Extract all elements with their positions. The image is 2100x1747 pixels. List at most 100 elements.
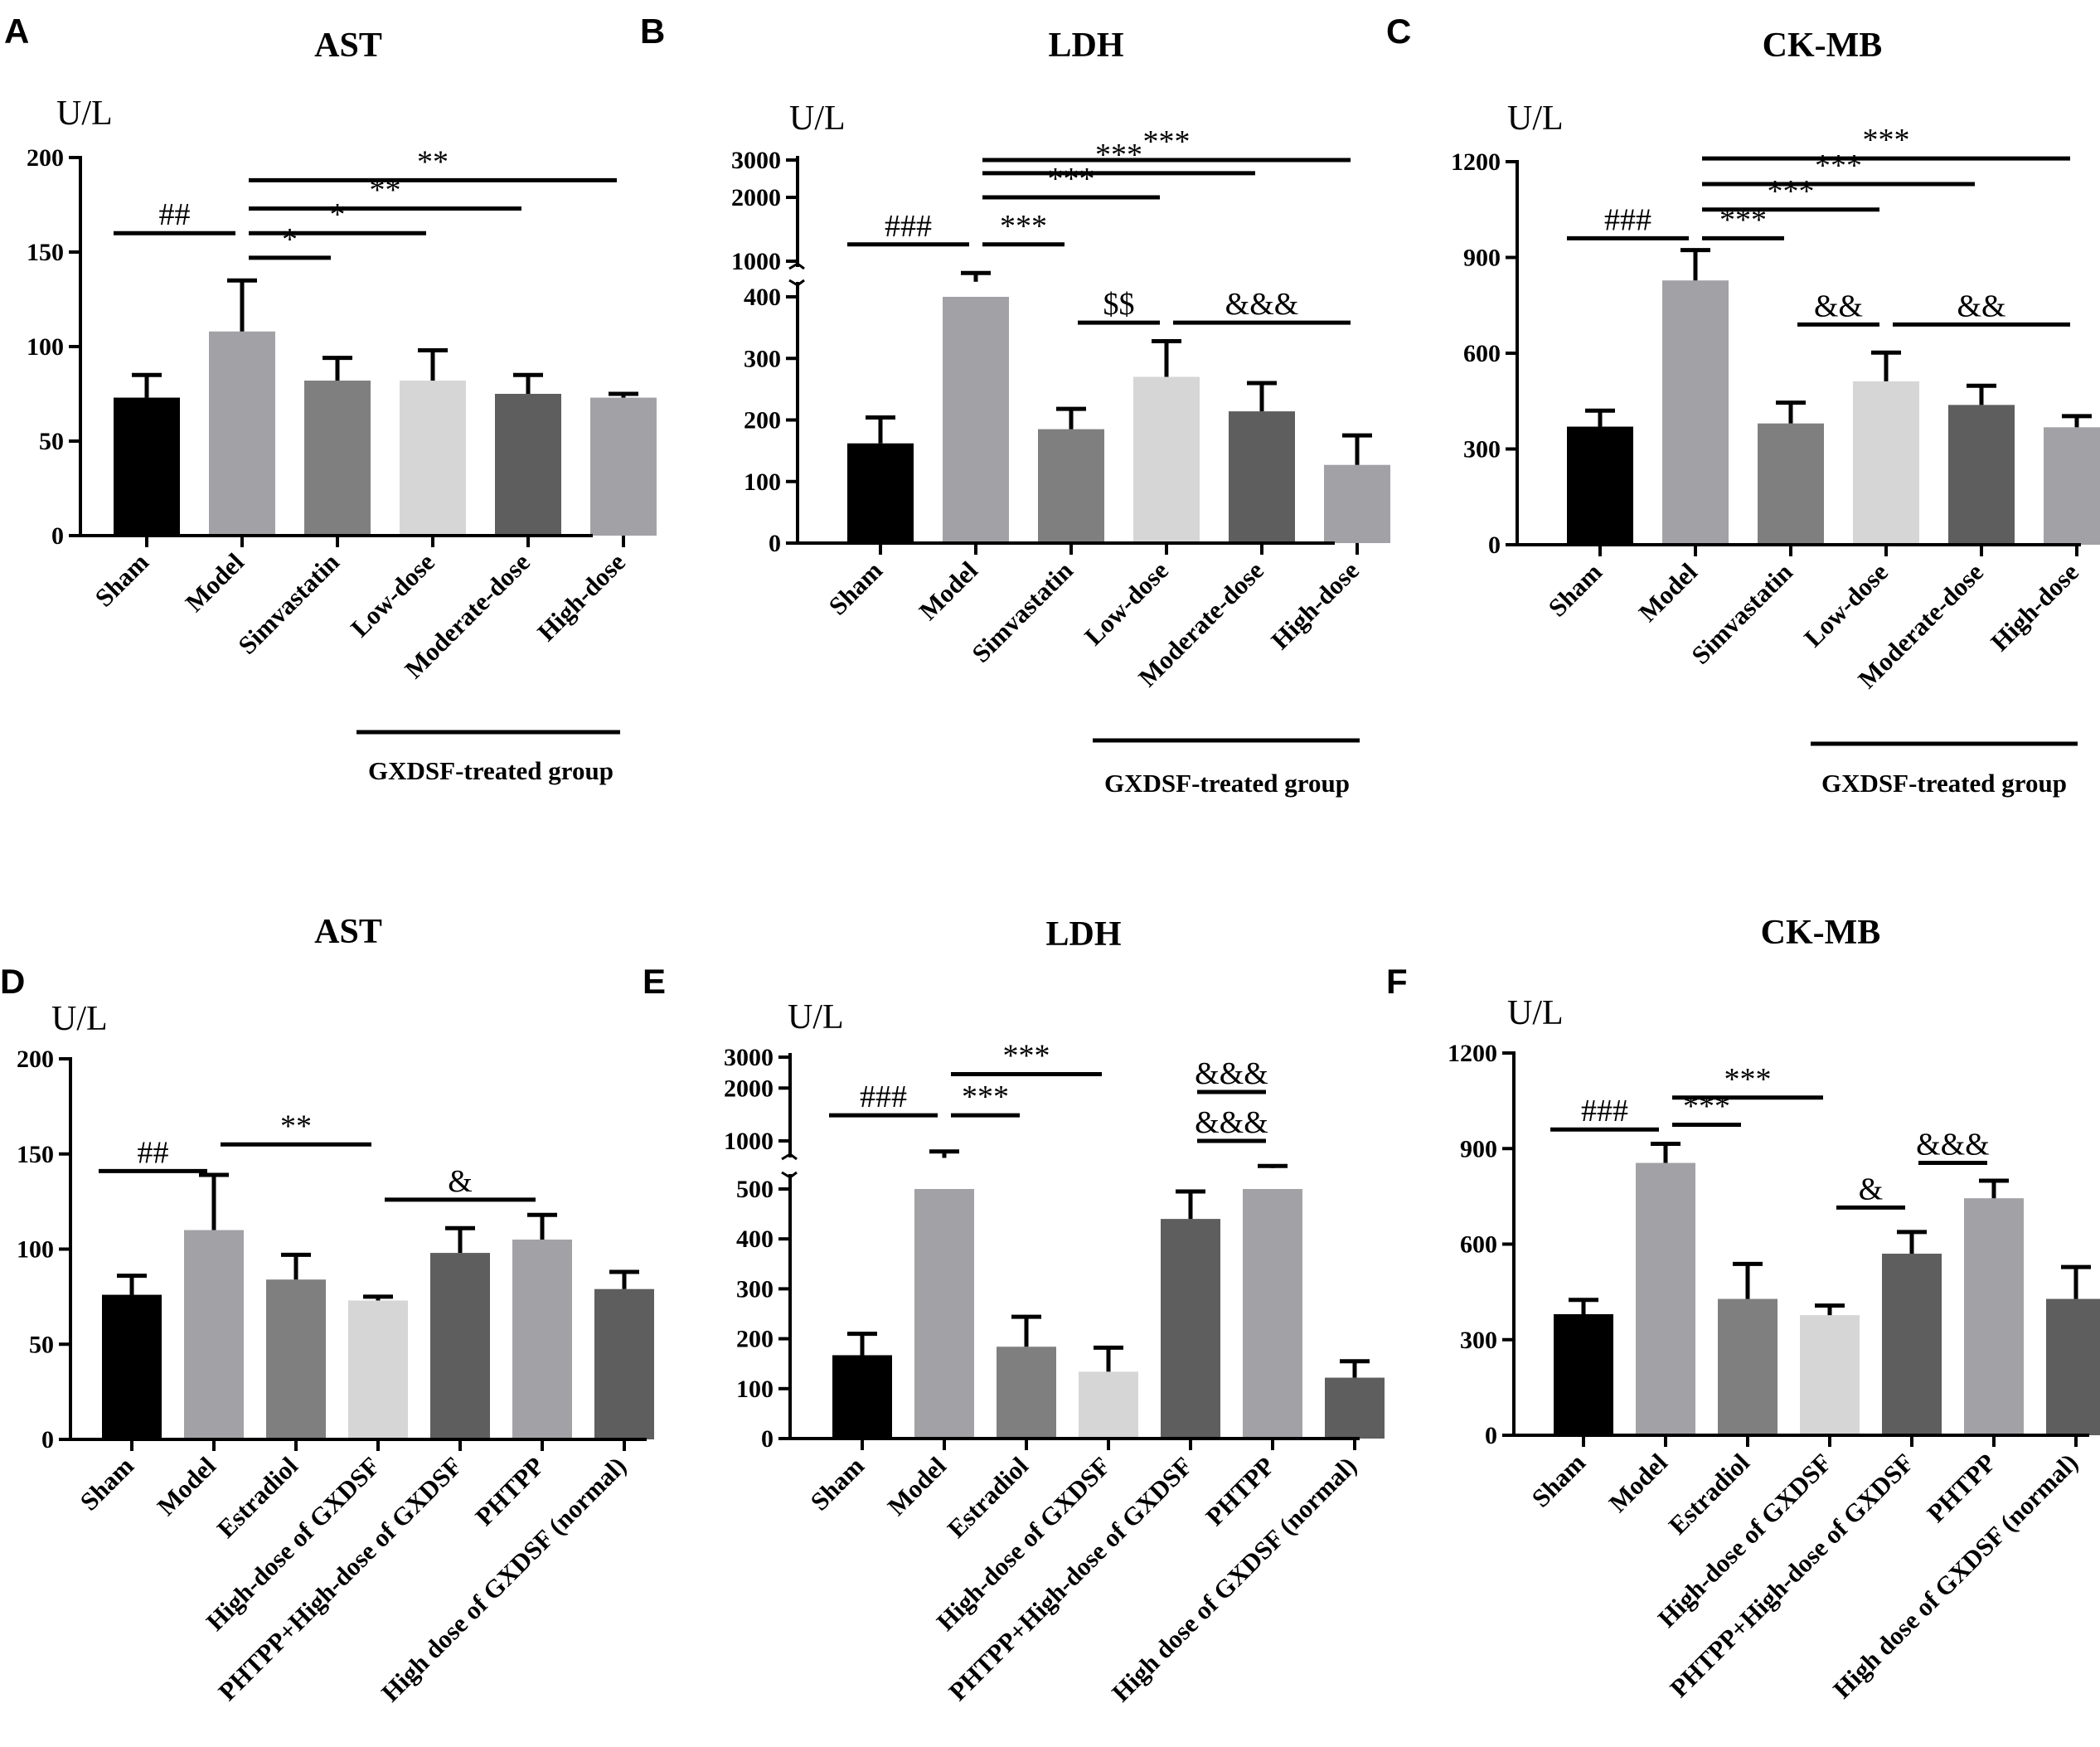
bar: [914, 1189, 974, 1439]
panel-a: A AST U/L 0 50 100 150 200 Sham ModelSimvastat…: [4, 12, 657, 785]
significance-label: &&: [1957, 289, 2005, 323]
bar: [1758, 423, 1824, 545]
y-tick-label: 200: [736, 1326, 774, 1353]
axis-break-mark: [781, 1171, 798, 1179]
y-unit-label: U/L: [1507, 994, 1564, 1032]
y-tick-label: 0: [41, 1426, 54, 1453]
bar: [2046, 1298, 2100, 1435]
y-tick-label: 400: [744, 284, 781, 311]
y-tick-label: 600: [1463, 340, 1501, 367]
significance-label: ###: [885, 209, 932, 244]
x-tick-label: Model: [914, 556, 984, 626]
y-tick-label: 1000: [724, 1128, 774, 1155]
significance-label: ###: [860, 1080, 907, 1114]
y-tick-label: 100: [27, 333, 64, 361]
significance-label: &&: [1814, 289, 1863, 323]
y-tick-label: 2000: [731, 184, 781, 211]
significance-label: &&&: [1195, 1056, 1268, 1091]
bar: [1038, 429, 1104, 543]
y-tick-label: 1000: [731, 248, 781, 275]
panel-letter: C: [1386, 12, 1411, 51]
x-tick-label: Model: [180, 547, 250, 618]
y-tick-label: 300: [1460, 1327, 1497, 1354]
x-tick-label: Sham: [75, 1451, 139, 1516]
x-tick-label: High-dose: [1265, 556, 1365, 655]
bar: [1636, 1162, 1695, 1435]
bar: [832, 1355, 892, 1439]
panel-letter: F: [1386, 962, 1408, 1001]
y-tick-label: 1200: [1448, 1040, 1497, 1067]
x-tick-label: PHTPP: [1921, 1448, 2001, 1528]
y-tick-label: 3000: [724, 1044, 774, 1071]
chart-title: AST: [314, 913, 382, 951]
panel-c: C CK-MB U/L 0 300 600 900 1200 Sham ModelSimva…: [1386, 12, 2100, 798]
x-tick-label: Model: [882, 1451, 953, 1521]
significance-label: ***: [1143, 124, 1191, 159]
axis-break-mark: [788, 279, 805, 287]
significance-label: ***: [1095, 138, 1142, 172]
bar: [1324, 464, 1390, 543]
bar: [1229, 411, 1295, 543]
bar: [184, 1230, 244, 1439]
y-tick-label: 400: [736, 1225, 774, 1253]
significance-label: **: [280, 1109, 312, 1143]
bar: [590, 397, 657, 536]
y-tick-label: 100: [736, 1376, 774, 1403]
y-tick-label: 50: [39, 428, 64, 455]
bar: [1882, 1254, 1942, 1435]
y-tick-label: 900: [1463, 245, 1501, 272]
panel-letter: D: [0, 962, 25, 1001]
bar: [997, 1347, 1056, 1439]
bar: [594, 1288, 654, 1439]
y-tick-label: 100: [17, 1236, 54, 1264]
y-tick-label: 0: [51, 522, 64, 550]
x-tick-label: Model: [152, 1451, 222, 1521]
significance-label: ###: [1604, 202, 1651, 237]
y-tick-label: 600: [1460, 1231, 1497, 1259]
group-label: GXDSF-treated group: [368, 756, 614, 785]
axis-break-mark: [788, 262, 805, 270]
y-tick-label: 300: [736, 1275, 774, 1303]
bar: [1948, 405, 2015, 545]
significance-label: *: [282, 222, 298, 257]
significance-label: &&&: [1225, 287, 1299, 322]
x-tick-label: Model: [1603, 1448, 1674, 1518]
x-tick-label: Sham: [1543, 557, 1608, 622]
bar: [1567, 426, 1633, 545]
x-tick-label: Low-dose: [345, 547, 440, 643]
bar: [430, 1253, 490, 1439]
significance-label: ***: [962, 1080, 1009, 1114]
significance-label: ***: [1683, 1089, 1730, 1123]
chart-title: LDH: [1045, 915, 1121, 954]
significance-label: ##: [159, 197, 191, 232]
x-tick-label: Low-dose: [1798, 557, 1894, 653]
y-tick-label: 200: [17, 1046, 54, 1073]
y-tick-label: 100: [744, 468, 781, 496]
y-tick-label: 1200: [1451, 148, 1501, 176]
significance-label: &&&: [1916, 1128, 1990, 1162]
y-tick-label: 0: [769, 530, 781, 557]
bar: [266, 1279, 326, 1439]
x-tick-label: Sham: [823, 556, 888, 620]
x-tick-label: PHTPP: [1200, 1451, 1280, 1531]
significance-label: ***: [1048, 162, 1095, 197]
panel-b: B LDH U/L 0 100 200 300 400 1000 2000 3000 Sham M…: [640, 12, 1390, 798]
x-tick-label: Sham: [90, 547, 154, 612]
y-tick-label: 0: [1488, 531, 1501, 559]
panel-e: E LDH U/L 0 100 200 300 400 500 1000 2000 3000 Sh…: [643, 915, 1385, 1707]
bar: [1718, 1298, 1777, 1435]
x-tick-label: Simvastatin: [232, 547, 345, 660]
x-tick-label: Sham: [805, 1451, 870, 1516]
x-tick-label: PHTPP: [469, 1451, 550, 1531]
chart-title: AST: [314, 27, 382, 65]
bar: [1662, 280, 1729, 545]
bar: [1800, 1315, 1860, 1435]
bar: [1079, 1371, 1138, 1439]
y-tick-label: 50: [29, 1331, 54, 1358]
y-unit-label: U/L: [788, 998, 844, 1036]
bar: [847, 443, 914, 543]
y-tick-label: 0: [761, 1425, 774, 1453]
panel-letter: E: [643, 962, 666, 1001]
